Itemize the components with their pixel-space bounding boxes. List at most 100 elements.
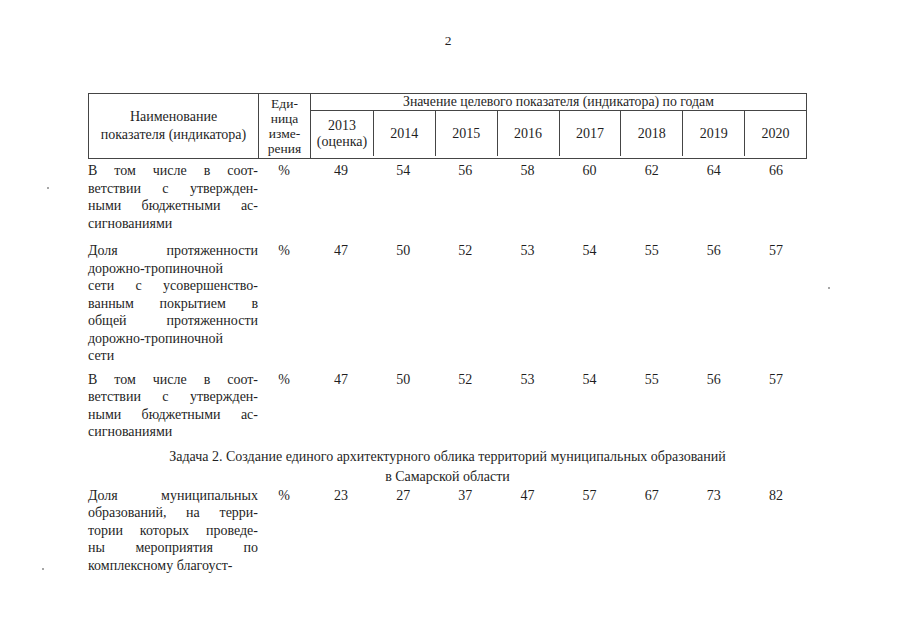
year-column-header: 2019 (682, 111, 744, 156)
value-cell: 37 (434, 487, 496, 575)
unit-cell: % (258, 242, 310, 365)
indicator-name-line: Доля протяженности (88, 242, 258, 260)
value-cell: 53 (496, 242, 558, 365)
indicator-name-line: сигнованиями (88, 423, 258, 441)
year-header-line: 2016 (514, 126, 542, 142)
unit-header-line: ница (271, 111, 299, 126)
unit-header-line: Еди- (271, 96, 298, 111)
indicator-header-line: показателя (индикатора) (101, 126, 246, 144)
value-cell: 73 (683, 487, 745, 575)
value-cell: 56 (683, 242, 745, 365)
unit-header-line: рения (268, 141, 301, 156)
table-row: В том числе в соот-ветствии с утвержден-… (88, 371, 807, 441)
indicator-name-line: В том числе в соот- (88, 371, 258, 389)
value-cell: 66 (745, 162, 807, 232)
unit-cell: % (258, 371, 310, 441)
year-header-line: 2020 (762, 126, 790, 142)
year-header-line: 2014 (390, 126, 418, 142)
unit-header-line: изме- (269, 126, 300, 141)
indicator-name-line: общей протяженности (88, 312, 258, 330)
unit-cell: % (258, 487, 310, 575)
indicator-name-line: дорожно-тропиночной (88, 330, 258, 348)
year-header-line: (оценка) (317, 134, 367, 150)
value-cell: 57 (745, 371, 807, 441)
value-cell: 67 (621, 487, 683, 575)
scan-speck (47, 187, 49, 189)
value-cell: 58 (496, 162, 558, 232)
indicator-name-cell: В том числе в соот-ветствии с утвержден-… (88, 162, 258, 232)
indicator-name-cell: Доля муниципальныхобразований, на терри-… (88, 487, 258, 575)
scan-speck (828, 287, 830, 289)
indicator-header-line: Наименование (130, 108, 217, 126)
indicator-name-line: комплексному благоуст- (88, 557, 258, 575)
value-cell: 50 (372, 242, 434, 365)
indicator-name-line: дорожно-тропиночной (88, 260, 258, 278)
value-cell: 55 (621, 371, 683, 441)
value-cell: 54 (559, 242, 621, 365)
indicator-name-line: образований, на терри- (88, 504, 258, 522)
year-header-line: 2019 (700, 126, 728, 142)
page-number: 2 (0, 33, 896, 49)
unit-cell: % (258, 162, 310, 232)
value-cell: 54 (372, 162, 434, 232)
value-cell: 57 (559, 487, 621, 575)
indicator-name-line: ными бюджетными ас- (88, 197, 258, 215)
indicator-name-cell: Доля протяженностидорожно-тропиночнойсет… (88, 242, 258, 365)
value-cell: 49 (310, 162, 372, 232)
indicator-name-cell: В том числе в соот-ветствии с утвержден-… (88, 371, 258, 441)
section-header-line: в Самарской области (88, 467, 807, 487)
scan-speck (42, 568, 44, 570)
indicator-table: Наименованиепоказателя (индикатора) Еди-… (88, 93, 807, 574)
value-cell: 47 (310, 371, 372, 441)
indicator-name-line: сигнованиями (88, 215, 258, 233)
indicator-name-line: тории которых проведе- (88, 522, 258, 540)
section-header-line: Задача 2. Создание единого архитектурног… (88, 447, 807, 467)
value-cell: 64 (683, 162, 745, 232)
value-cell: 62 (621, 162, 683, 232)
year-column-header: 2016 (497, 111, 559, 156)
value-cell: 54 (559, 371, 621, 441)
value-cell: 47 (310, 242, 372, 365)
year-column-header: 2015 (435, 111, 497, 156)
year-header-line: 2018 (638, 126, 666, 142)
indicator-name-line: ветствии с утвержден- (88, 388, 258, 406)
indicator-name-line: сети (88, 347, 258, 365)
indicator-name-line: Доля муниципальных (88, 487, 258, 505)
year-column-header: 2017 (559, 111, 621, 156)
indicator-name-line: ными бюджетными ас- (88, 406, 258, 424)
section-header: Задача 2. Создание единого архитектурног… (88, 445, 807, 487)
year-header-line: 2015 (452, 126, 480, 142)
years-title: Значение целевого показателя (индикатора… (311, 94, 806, 111)
value-cell: 27 (372, 487, 434, 575)
indicator-name-line: ны мероприятия по (88, 539, 258, 557)
value-cell: 55 (621, 242, 683, 365)
value-cell: 60 (559, 162, 621, 232)
value-cell: 53 (496, 371, 558, 441)
indicator-column-header: Наименованиепоказателя (индикатора) (89, 94, 259, 158)
years-header-block: Значение целевого показателя (индикатора… (311, 94, 806, 158)
value-cell: 52 (434, 242, 496, 365)
year-column-header: 2013(оценка) (311, 111, 373, 156)
year-column-header: 2014 (373, 111, 435, 156)
indicator-name-line: сети с усовершенство- (88, 277, 258, 295)
table-body: В том числе в соот-ветствии с утвержден-… (88, 159, 807, 574)
table-header: Наименованиепоказателя (индикатора) Еди-… (88, 93, 807, 159)
value-cell: 23 (310, 487, 372, 575)
year-header-line: 2017 (576, 126, 604, 142)
value-cell: 56 (434, 162, 496, 232)
value-cell: 82 (745, 487, 807, 575)
value-cell: 56 (683, 371, 745, 441)
document-page: 2 Наименованиепоказателя (индикатора) Ед… (0, 0, 905, 640)
indicator-name-line: В том числе в соот- (88, 162, 258, 180)
value-cell: 52 (434, 371, 496, 441)
indicator-name-line: ванным покрытием в (88, 295, 258, 313)
unit-column-header: Еди-ницаизме-рения (259, 94, 311, 158)
indicator-name-line: ветствии с утвержден- (88, 180, 258, 198)
year-column-header: 2018 (620, 111, 682, 156)
table-row: Доля муниципальныхобразований, на терри-… (88, 487, 807, 575)
year-column-header: 2020 (744, 111, 806, 156)
year-header-line: 2013 (328, 118, 356, 134)
value-cell: 57 (745, 242, 807, 365)
value-cell: 50 (372, 371, 434, 441)
table-row: Доля протяженностидорожно-тропиночнойсет… (88, 242, 807, 365)
